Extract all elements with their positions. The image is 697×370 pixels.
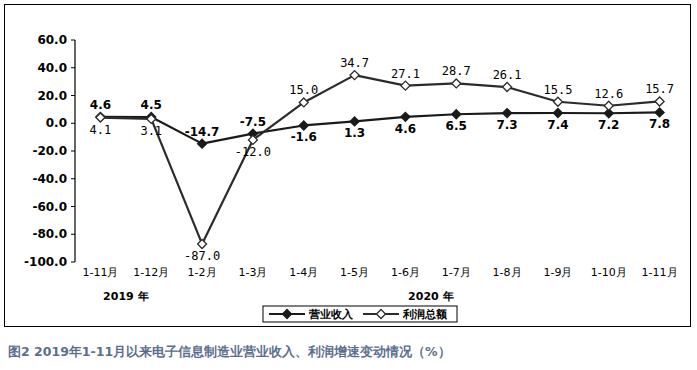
data-label: -7.5 (240, 115, 266, 129)
y-tick-label: -100.0 (24, 255, 67, 269)
series-marker (401, 81, 410, 90)
legend: 营业收入 利润总额 (263, 306, 457, 322)
legend-label: 利润总额 (402, 308, 448, 321)
data-label: 27.1 (391, 67, 420, 81)
data-label: 7.8 (649, 117, 670, 131)
series-marker (147, 114, 156, 123)
data-label: 7.4 (547, 118, 568, 132)
y-tick-label: 40.0 (37, 61, 67, 75)
series-marker (248, 135, 257, 144)
x-tick-label: 1-4月 (289, 266, 318, 279)
y-tick (71, 95, 75, 96)
legend-box (263, 306, 457, 322)
y-tick-label: 0.0 (46, 116, 67, 130)
x-tick-label: 1-8月 (493, 266, 522, 279)
data-label: 7.3 (496, 118, 517, 132)
data-label: 34.7 (340, 56, 369, 70)
series-line (100, 112, 659, 143)
category-group-label: 2019 年 (103, 290, 148, 303)
data-label: 12.6 (594, 87, 623, 101)
series-marker (452, 110, 461, 119)
series-marker (96, 112, 105, 121)
y-tick (71, 234, 75, 235)
data-label: 7.2 (598, 118, 619, 132)
series-marker (503, 83, 512, 92)
data-labels: 4.6 4.5 -14.7 -7.5 -1.6 1.3 4.6 6.5 7.3 7.4 7.2 7.8… (90, 56, 674, 263)
series-marker (604, 101, 613, 110)
x-tick-label: 1-11月 (642, 266, 678, 279)
data-label: 4.5 (141, 98, 162, 112)
data-label: 4.1 (90, 123, 112, 137)
y-tick (71, 178, 75, 179)
x-tick-label: 1-3月 (238, 266, 267, 279)
data-label: 28.7 (442, 64, 471, 78)
y-tick-label: -60.0 (32, 200, 67, 214)
series-marker (452, 79, 461, 88)
chart-frame (5, 5, 691, 327)
y-tick (71, 151, 75, 152)
category-group-label: 2020 年 (408, 290, 453, 303)
series-line (100, 75, 659, 244)
x-tick-label: 1-5月 (340, 266, 369, 279)
chart: -100.0 -80.0 -60.0 -40.0 -20.0 0.0 20.0 40.0 60.… (0, 0, 697, 370)
y-tick (71, 67, 75, 68)
y-tick (71, 206, 75, 207)
y-tick (71, 262, 75, 263)
series-marker (299, 121, 308, 130)
y-tick-label: 60.0 (37, 33, 67, 47)
series-marker (655, 97, 664, 106)
series-marker (299, 98, 308, 107)
series-marker (198, 139, 207, 148)
caption: 图2 2019年1-11月以来电子信息制造业营业收入、利润增速变动情况（%） (8, 344, 451, 359)
plot-marks (96, 71, 664, 249)
data-label: -1.6 (291, 130, 317, 144)
y-tick-label: -40.0 (32, 172, 67, 186)
y-tick (71, 40, 75, 41)
y-tick-label: -20.0 (32, 144, 67, 158)
data-label: -14.7 (185, 125, 220, 139)
x-tick-label: 1-7月 (442, 266, 471, 279)
series-marker (401, 112, 410, 121)
series-marker (96, 113, 105, 122)
data-label: -12.0 (235, 145, 271, 159)
series-marker (553, 97, 562, 106)
series-marker (350, 117, 359, 126)
legend-label: 营业收入 (308, 308, 354, 321)
x-tick-label: 1-10月 (591, 266, 627, 279)
series-marker (503, 109, 512, 118)
series-marker (553, 108, 562, 117)
y-tick-label: 20.0 (37, 89, 67, 103)
data-label: 4.6 (395, 122, 416, 136)
data-label: 4.6 (90, 98, 111, 112)
data-label: -87.0 (184, 249, 220, 263)
legend-marker (283, 310, 292, 319)
series-marker (198, 239, 207, 248)
data-label: 15.7 (645, 82, 674, 96)
data-label: 15.5 (543, 83, 572, 97)
x-tick-label: 1-9月 (543, 266, 572, 279)
legend-marker (377, 310, 386, 319)
series-marker (350, 71, 359, 80)
x-tick-label: 1-6月 (391, 266, 420, 279)
data-label: 6.5 (446, 119, 467, 133)
y-tick (71, 123, 75, 124)
x-tick-label: 1-2月 (188, 266, 217, 279)
data-label: 26.1 (493, 68, 522, 82)
x-tick-label: 1-11月 (82, 266, 118, 279)
series-marker (655, 108, 664, 117)
data-label: 3.1 (140, 124, 162, 138)
y-tick-label: -80.0 (32, 227, 67, 241)
x-tick-label: 1-12月 (133, 266, 169, 279)
data-label: 15.0 (289, 83, 318, 97)
data-label: 1.3 (344, 126, 365, 140)
